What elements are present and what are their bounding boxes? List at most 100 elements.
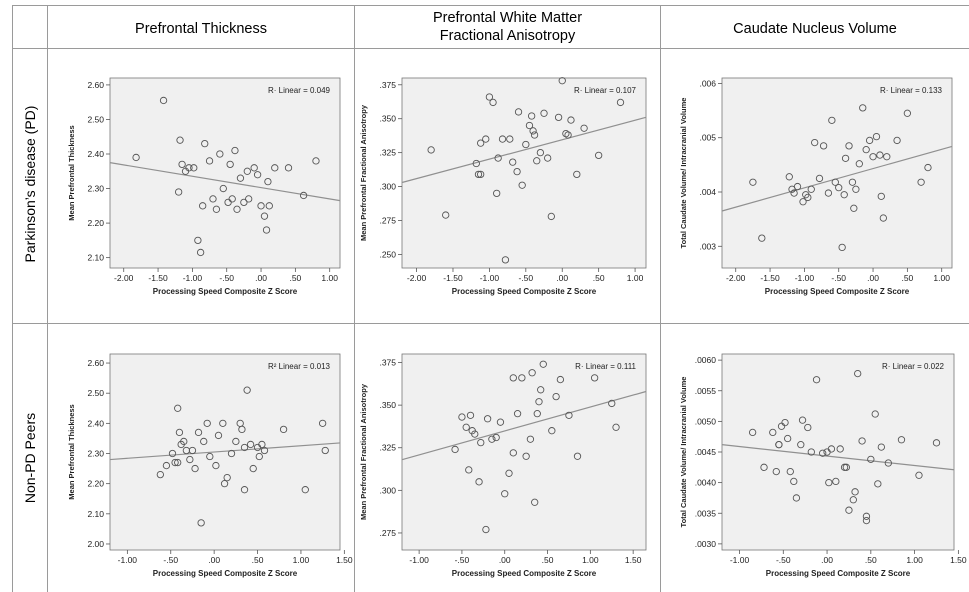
- data-point: [264, 177, 272, 186]
- data-point: [477, 438, 485, 447]
- y-tick-label: .003: [699, 241, 716, 251]
- r2-label: R· Linear = 0.133: [880, 86, 943, 95]
- data-point: [185, 164, 193, 172]
- data-point: [206, 452, 214, 461]
- data-point: [526, 435, 535, 443]
- data-point: [781, 418, 789, 427]
- data-point: [932, 439, 941, 447]
- data-point: [832, 477, 840, 486]
- data-point: [799, 198, 807, 206]
- x-axis-label: Processing Speed Composite Z Score: [153, 569, 298, 578]
- y-tick-label: 2.10: [87, 509, 104, 519]
- x-tick-label: -.50: [776, 555, 791, 565]
- data-point: [883, 153, 891, 161]
- data-point: [494, 154, 502, 162]
- x-tick-label: .50: [252, 555, 264, 565]
- y-tick-label: 2.60: [87, 358, 104, 368]
- data-point: [427, 146, 435, 154]
- y-tick-label: .325: [379, 148, 396, 158]
- data-point: [312, 157, 320, 165]
- x-tick-label: -1.50: [148, 273, 168, 283]
- data-point: [790, 477, 798, 486]
- data-point: [194, 428, 203, 437]
- data-point: [175, 188, 183, 196]
- x-tick-label: 1.00: [321, 273, 338, 283]
- data-point: [243, 386, 251, 394]
- data-point: [201, 139, 209, 148]
- x-tick-label: -1.00: [183, 273, 203, 283]
- data-point: [505, 469, 513, 477]
- data-point: [838, 243, 846, 252]
- data-point: [231, 146, 239, 155]
- data-point: [238, 425, 246, 434]
- data-point: [893, 136, 901, 145]
- table-rule-col2: [354, 5, 355, 592]
- y-tick-label: .350: [379, 400, 396, 410]
- data-point: [255, 452, 263, 461]
- data-point: [527, 112, 536, 120]
- data-point: [176, 136, 184, 144]
- data-point: [552, 392, 560, 401]
- y-tick-label: .300: [379, 485, 396, 495]
- data-point: [917, 178, 925, 186]
- data-point: [812, 376, 821, 384]
- y-tick-label: .325: [379, 443, 396, 453]
- data-point: [279, 425, 288, 434]
- scatter-pd-fa: -2.00 -1.50 -1.00 -.50 .00 .50 1.00 .250 .275 .30…: [359, 77, 647, 296]
- data-point: [792, 494, 801, 502]
- data-point: [903, 109, 912, 117]
- y-tick-label: .350: [379, 114, 396, 124]
- data-point: [865, 136, 874, 145]
- data-point: [258, 440, 266, 449]
- data-point: [841, 154, 850, 162]
- data-point: [498, 135, 507, 143]
- data-point: [529, 127, 537, 135]
- data-point: [595, 151, 603, 160]
- x-tick-label: 1.50: [625, 555, 642, 565]
- data-point: [240, 198, 248, 207]
- data-point: [216, 150, 224, 158]
- x-tick-label: 1.00: [933, 273, 950, 283]
- data-point: [749, 178, 757, 186]
- x-tick-label: -2.00: [114, 273, 134, 283]
- data-point: [514, 108, 523, 116]
- data-point: [489, 98, 497, 107]
- x-tick-label: -.50: [831, 273, 846, 283]
- data-point: [171, 458, 179, 467]
- data-point: [260, 212, 269, 220]
- plot-area: [109, 77, 341, 269]
- data-point: [196, 248, 205, 257]
- data-point: [772, 467, 780, 476]
- data-point: [475, 478, 483, 486]
- y-tick-label: .005: [699, 133, 716, 143]
- data-point: [245, 195, 253, 203]
- data-point: [862, 146, 870, 154]
- x-tick-label: -2.00: [407, 273, 427, 283]
- x-tick-label: -.50: [163, 555, 178, 565]
- scatter-nonpd-fa: -1.00 -.50 .00 .50 1.00 1.50 .275 .300 .325 .350.…: [359, 353, 647, 578]
- x-axis-label: Processing Speed Composite Z Score: [452, 287, 597, 296]
- data-point: [518, 374, 526, 382]
- data-point: [249, 464, 257, 473]
- y-tick-label: 2.40: [87, 149, 104, 159]
- y-tick-label: 2.00: [87, 539, 104, 549]
- data-point: [547, 212, 555, 221]
- data-point: [271, 164, 279, 172]
- data-point: [851, 488, 859, 496]
- data-point: [879, 214, 887, 222]
- data-point: [205, 157, 214, 165]
- r2-label: R² Linear = 0.013: [268, 362, 331, 371]
- x-axis-label: Processing Speed Composite Z Score: [153, 287, 298, 296]
- plot-area: [401, 77, 647, 269]
- data-point: [190, 164, 198, 172]
- data-point: [845, 506, 853, 514]
- y-tick-label: .0055: [695, 386, 717, 396]
- y-tick-label: .004: [699, 187, 716, 197]
- y-tick-label: .0040: [695, 478, 717, 488]
- data-point: [162, 461, 171, 470]
- y-tick-label: .006: [699, 78, 716, 88]
- data-point: [785, 173, 793, 181]
- data-point: [462, 423, 470, 431]
- data-point: [301, 486, 309, 494]
- data-point: [827, 445, 836, 453]
